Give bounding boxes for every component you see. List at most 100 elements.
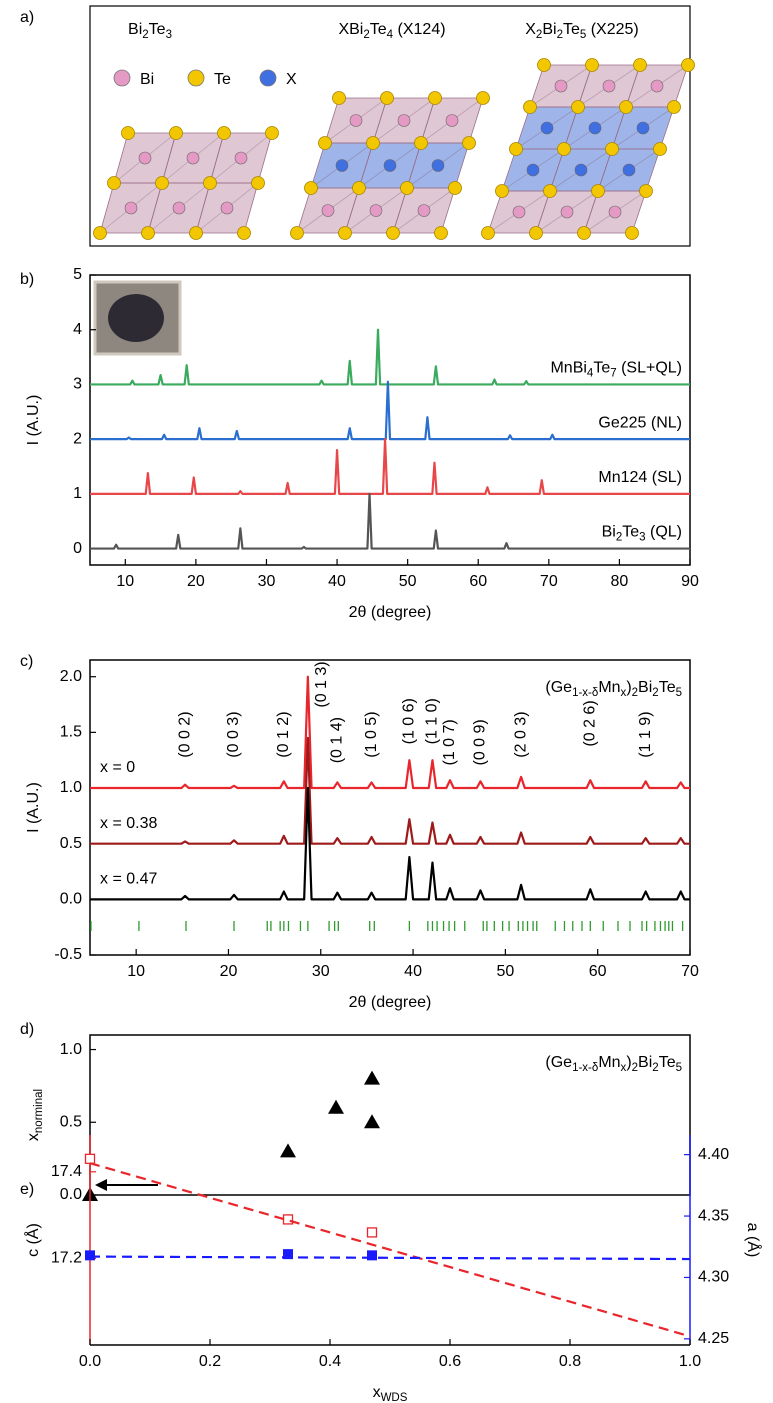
text-part: 5 bbox=[676, 687, 682, 699]
center-atom bbox=[417, 204, 431, 217]
te-atom bbox=[448, 181, 462, 195]
series-label: x = 0 bbox=[100, 759, 135, 776]
center-atom bbox=[172, 201, 186, 215]
y2-tick-label: 4.40 bbox=[698, 1146, 729, 1163]
center-atom bbox=[574, 163, 588, 177]
text-part: norminal bbox=[33, 1089, 45, 1133]
structure-title: X2Bi2Te5 (X225) bbox=[525, 21, 639, 41]
text-part: x bbox=[621, 687, 627, 699]
te-atom bbox=[318, 136, 332, 150]
series-label: x = 0.47 bbox=[100, 871, 157, 888]
peak-label: (0 1 3) bbox=[313, 661, 330, 707]
center-atom bbox=[335, 159, 349, 172]
te-atom bbox=[481, 226, 495, 240]
te-atom bbox=[338, 226, 352, 240]
x-tick-label: 70 bbox=[681, 963, 699, 980]
series-line bbox=[90, 380, 690, 441]
te-atom bbox=[400, 181, 414, 195]
x-tick-label: 20 bbox=[220, 963, 238, 980]
x-axis-label: 2θ (degree) bbox=[349, 604, 432, 621]
x-tick-label: 80 bbox=[611, 573, 629, 590]
y2-tick-label: 4.30 bbox=[698, 1269, 729, 1286]
center-atom bbox=[234, 151, 248, 165]
text-part: ) bbox=[626, 1054, 631, 1071]
text-part: Te bbox=[659, 679, 676, 696]
plot-frame bbox=[89, 274, 691, 566]
x-tick-label: 10 bbox=[127, 963, 145, 980]
x-tick-label: 90 bbox=[681, 573, 699, 590]
peak-label: (2 0 3) bbox=[512, 711, 529, 757]
series-label: Ge225 (NL) bbox=[598, 414, 682, 431]
series-line bbox=[90, 736, 690, 845]
te-atom bbox=[571, 100, 585, 114]
chart-title: (Ge1-x-δMnx)2Bi2Te5 bbox=[545, 1054, 682, 1074]
te-atom bbox=[591, 184, 605, 198]
y-tick-label: 0 bbox=[73, 540, 82, 557]
marker bbox=[364, 1114, 380, 1129]
y2-axis-label: a (Å) bbox=[744, 1223, 763, 1258]
text-part: (Ge bbox=[545, 679, 572, 696]
text-part: 2 bbox=[536, 29, 542, 41]
center-atom bbox=[602, 79, 616, 93]
y2-tick-label: 4.35 bbox=[698, 1207, 729, 1224]
marker bbox=[280, 1143, 296, 1158]
center-atom bbox=[445, 114, 459, 127]
text-part: Mn bbox=[598, 1054, 620, 1071]
x-tick-label: 0.0 bbox=[79, 1353, 101, 1370]
x-tick-label: 0.8 bbox=[559, 1353, 581, 1370]
te-atom bbox=[529, 226, 543, 240]
marker bbox=[367, 1250, 377, 1261]
text-part: (X225) bbox=[586, 21, 638, 38]
y-tick-label: 2 bbox=[73, 430, 82, 447]
te-atom bbox=[352, 181, 366, 195]
peak-label: (0 2 6) bbox=[582, 700, 599, 746]
y-axis-label: I (A.U.) bbox=[25, 782, 42, 833]
x-axis-label: 2θ (degree) bbox=[349, 994, 432, 1011]
x-tick-label: 0.2 bbox=[199, 1353, 221, 1370]
text-part: Bi bbox=[638, 1054, 652, 1071]
plot-frame bbox=[89, 659, 691, 956]
te-atom bbox=[667, 100, 681, 114]
center-atom bbox=[650, 79, 664, 93]
marker bbox=[366, 1227, 378, 1238]
text-part: 3 bbox=[639, 532, 645, 544]
y-tick-label: 0.0 bbox=[60, 891, 82, 908]
te-atom bbox=[141, 226, 155, 240]
text-part: 2 bbox=[652, 687, 658, 699]
te-atom bbox=[605, 142, 619, 156]
marker bbox=[85, 1250, 95, 1261]
panel-label: a) bbox=[20, 9, 34, 26]
center-atom bbox=[588, 121, 602, 135]
y-tick-label: 0.5 bbox=[60, 1113, 82, 1130]
plot-frame bbox=[89, 1034, 691, 1196]
peak-label: (0 0 9) bbox=[472, 719, 489, 765]
text-part: 2 bbox=[142, 29, 148, 41]
center-atom bbox=[526, 163, 540, 177]
text-part: 2 bbox=[363, 29, 369, 41]
y-tick-label: 1.0 bbox=[60, 779, 82, 796]
te-atom bbox=[543, 184, 557, 198]
text-part: 5 bbox=[676, 1062, 682, 1074]
text-part: 2 bbox=[557, 29, 563, 41]
text-part: (X124) bbox=[393, 21, 445, 38]
te-atom bbox=[217, 126, 231, 140]
text-part: 5 bbox=[580, 29, 586, 41]
text-part: Te bbox=[593, 360, 610, 377]
text-part: Te bbox=[622, 524, 639, 541]
te-atom bbox=[577, 226, 591, 240]
series-label: Bi2Te3 (QL) bbox=[602, 524, 682, 544]
y-tick-label: 2.0 bbox=[60, 668, 82, 685]
marker bbox=[84, 1153, 96, 1164]
text-part: Bi bbox=[638, 679, 652, 696]
te-atom bbox=[251, 176, 265, 190]
series-line bbox=[90, 438, 690, 495]
y-tick-label: 5 bbox=[73, 266, 82, 283]
te-atom bbox=[366, 136, 380, 150]
sample-crystal bbox=[108, 294, 164, 342]
center-atom bbox=[383, 159, 397, 172]
text-part: 4 bbox=[387, 29, 394, 41]
legend-label: Bi bbox=[140, 71, 154, 88]
series-label: Mn124 (SL) bbox=[598, 469, 682, 486]
panel-label: d) bbox=[20, 1021, 34, 1038]
